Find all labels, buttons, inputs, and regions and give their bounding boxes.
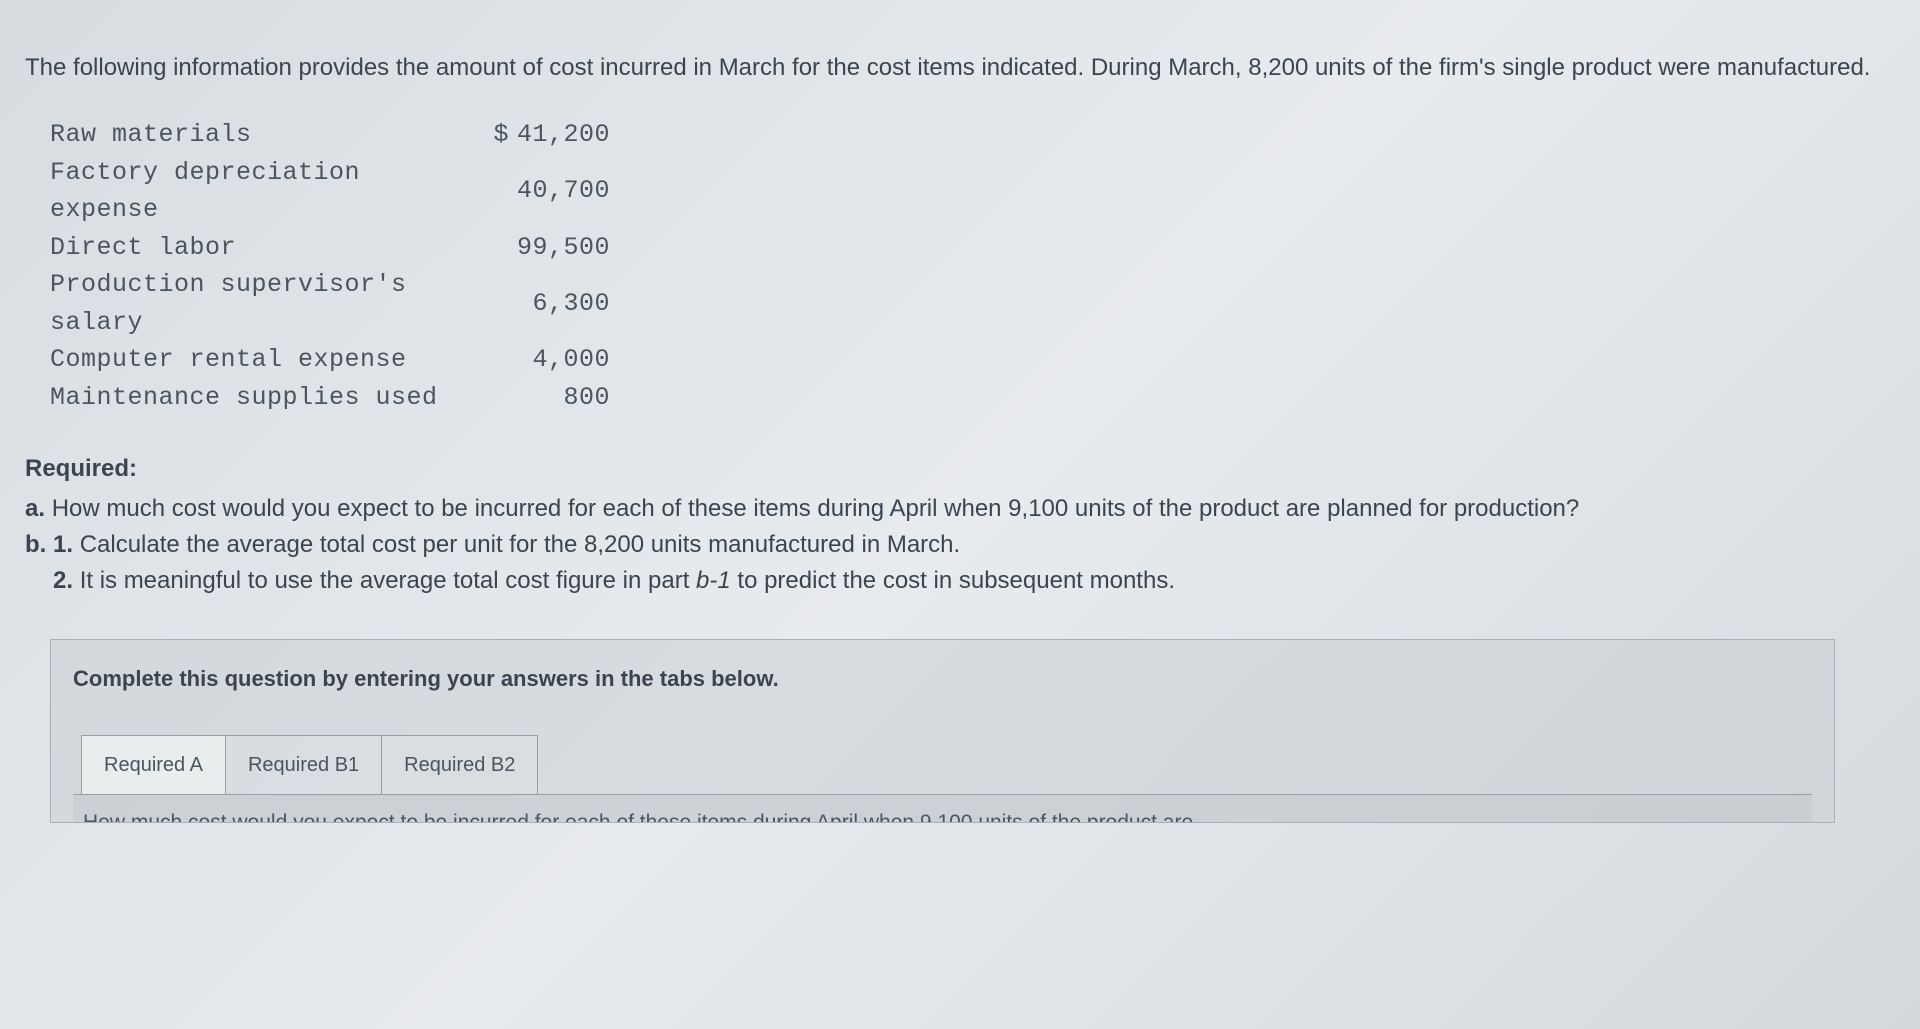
tab-required-a[interactable]: Required A [81,735,226,794]
cost-label: Raw materials [50,116,470,154]
required-heading: Required: [25,451,1895,487]
cost-value: 4,000 [470,341,610,379]
item-text-part1: It is meaningful to use the average tota… [80,567,696,594]
cost-label: Computer rental expense [50,341,470,379]
item-text: Calculate the average total cost per uni… [80,531,961,558]
cost-value: 40,700 [470,172,610,210]
required-item-b1: b. 1. Calculate the average total cost p… [25,527,1895,563]
cost-row-raw-materials: Raw materials $ 41,200 [50,116,1895,154]
cost-label: Direct labor [50,229,470,267]
tab-content-cutoff: How much cost would you expect to be inc… [73,794,1812,822]
cost-amount: 40,700 [517,172,610,210]
cost-row-factory-depreciation: Factory depreciation expense 40,700 [50,154,1895,229]
cost-label: Production supervisor's salary [50,266,470,341]
tab-required-b2[interactable]: Required B2 [382,735,538,794]
cost-value: 99,500 [470,229,610,267]
cost-label: Factory depreciation expense [50,154,470,229]
cost-label: Maintenance supplies used [50,379,470,417]
item-text-italic: b-1 [696,567,731,594]
tab-required-b1[interactable]: Required B1 [226,735,382,794]
answer-prompt: Complete this question by entering your … [73,662,1812,695]
item-text-part2: to predict the cost in subsequent months… [731,567,1175,594]
required-section: Required: a. How much cost would you exp… [25,451,1895,599]
cost-amount: 800 [563,379,610,417]
cost-amount: 6,300 [532,285,610,323]
cost-row-direct-labor: Direct labor 99,500 [50,229,1895,267]
required-item-a: a. How much cost would you expect to be … [25,491,1895,527]
cost-table: Raw materials $ 41,200 Factory depreciat… [50,116,1895,416]
required-item-b2: 2. It is meaningful to use the average t… [53,563,1895,599]
item-prefix: b. 1. [25,531,80,558]
intro-paragraph: The following information provides the a… [25,50,1875,86]
cost-amount: 41,200 [517,116,610,154]
cost-value: 800 [470,379,610,417]
item-prefix: a. [25,495,52,522]
cost-row-maintenance-supplies: Maintenance supplies used 800 [50,379,1895,417]
cost-value: 6,300 [470,285,610,323]
item-prefix: 2. [53,567,80,594]
cost-row-computer-rental: Computer rental expense 4,000 [50,341,1895,379]
cost-amount: 99,500 [517,229,610,267]
cost-row-supervisor-salary: Production supervisor's salary 6,300 [50,266,1895,341]
currency-symbol: $ [493,116,509,154]
cost-amount: 4,000 [532,341,610,379]
tabs-container: Required A Required B1 Required B2 [81,735,1812,794]
cost-value: $ 41,200 [470,116,610,154]
answer-box: Complete this question by entering your … [50,639,1835,823]
item-text: How much cost would you expect to be inc… [52,495,1580,522]
